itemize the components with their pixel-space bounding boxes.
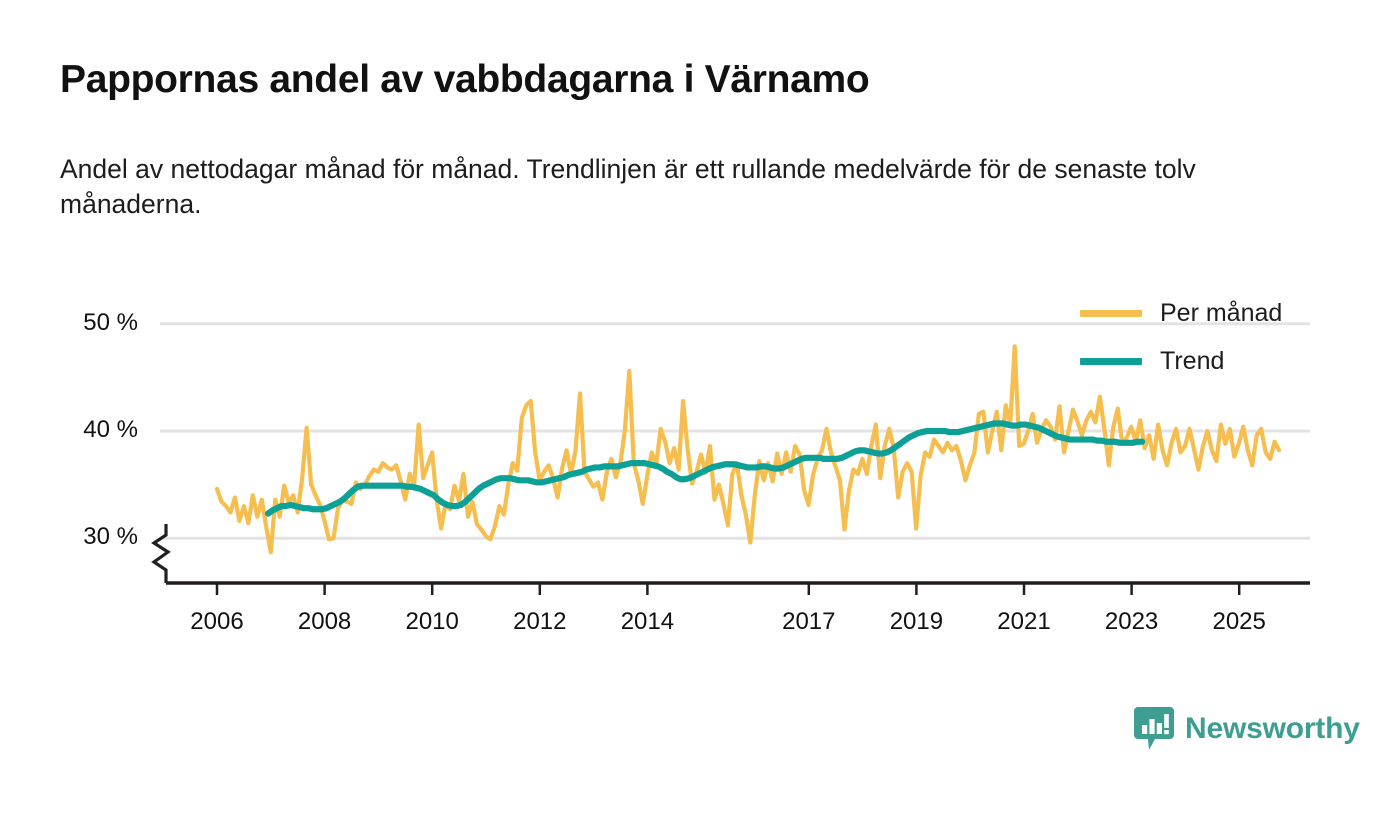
legend-label-trend: Trend bbox=[1160, 346, 1225, 375]
series-line-trend bbox=[265, 420, 1146, 517]
x-axis-label: 2021 bbox=[997, 608, 1051, 635]
chart-subtitle: Andel av nettodagar månad för månad. Tre… bbox=[60, 154, 1196, 220]
legend-item-trend[interactable]: Trend bbox=[1080, 344, 1282, 378]
y-axis-label: 50 % bbox=[83, 308, 138, 336]
x-axis-label: 2006 bbox=[190, 608, 244, 635]
newsworthy-wordmark: Newsworthy bbox=[1185, 712, 1360, 745]
chart-legend: Per månad Trend bbox=[1080, 296, 1282, 378]
page-title: Pappornas andel av vabbdagarna i Värnamo bbox=[60, 58, 870, 101]
legend-item-per-manad[interactable]: Per månad bbox=[1080, 296, 1282, 330]
speech-bubble-bar-chart-icon bbox=[1134, 707, 1174, 750]
newsworthy-logo[interactable]: Newsworthy bbox=[1133, 706, 1360, 752]
legend-swatch-monthly bbox=[1080, 309, 1142, 317]
x-axis-label: 2017 bbox=[782, 608, 836, 635]
x-axis-label: 2010 bbox=[405, 608, 459, 635]
x-axis-label: 2025 bbox=[1212, 608, 1266, 635]
x-axis-label: 2014 bbox=[620, 608, 675, 635]
y-axis-label: 40 % bbox=[83, 416, 138, 443]
x-axis-label: 2023 bbox=[1104, 608, 1159, 635]
legend-swatch-trend bbox=[1080, 357, 1142, 365]
y-axis-label: 30 % bbox=[83, 523, 138, 551]
x-axis-label: 2012 bbox=[513, 608, 567, 635]
legend-label-monthly: Per månad bbox=[1160, 298, 1283, 327]
x-axis-label: 2019 bbox=[889, 608, 944, 635]
x-axis-label: 2008 bbox=[297, 608, 352, 635]
series-line-per-manad bbox=[214, 344, 1282, 555]
